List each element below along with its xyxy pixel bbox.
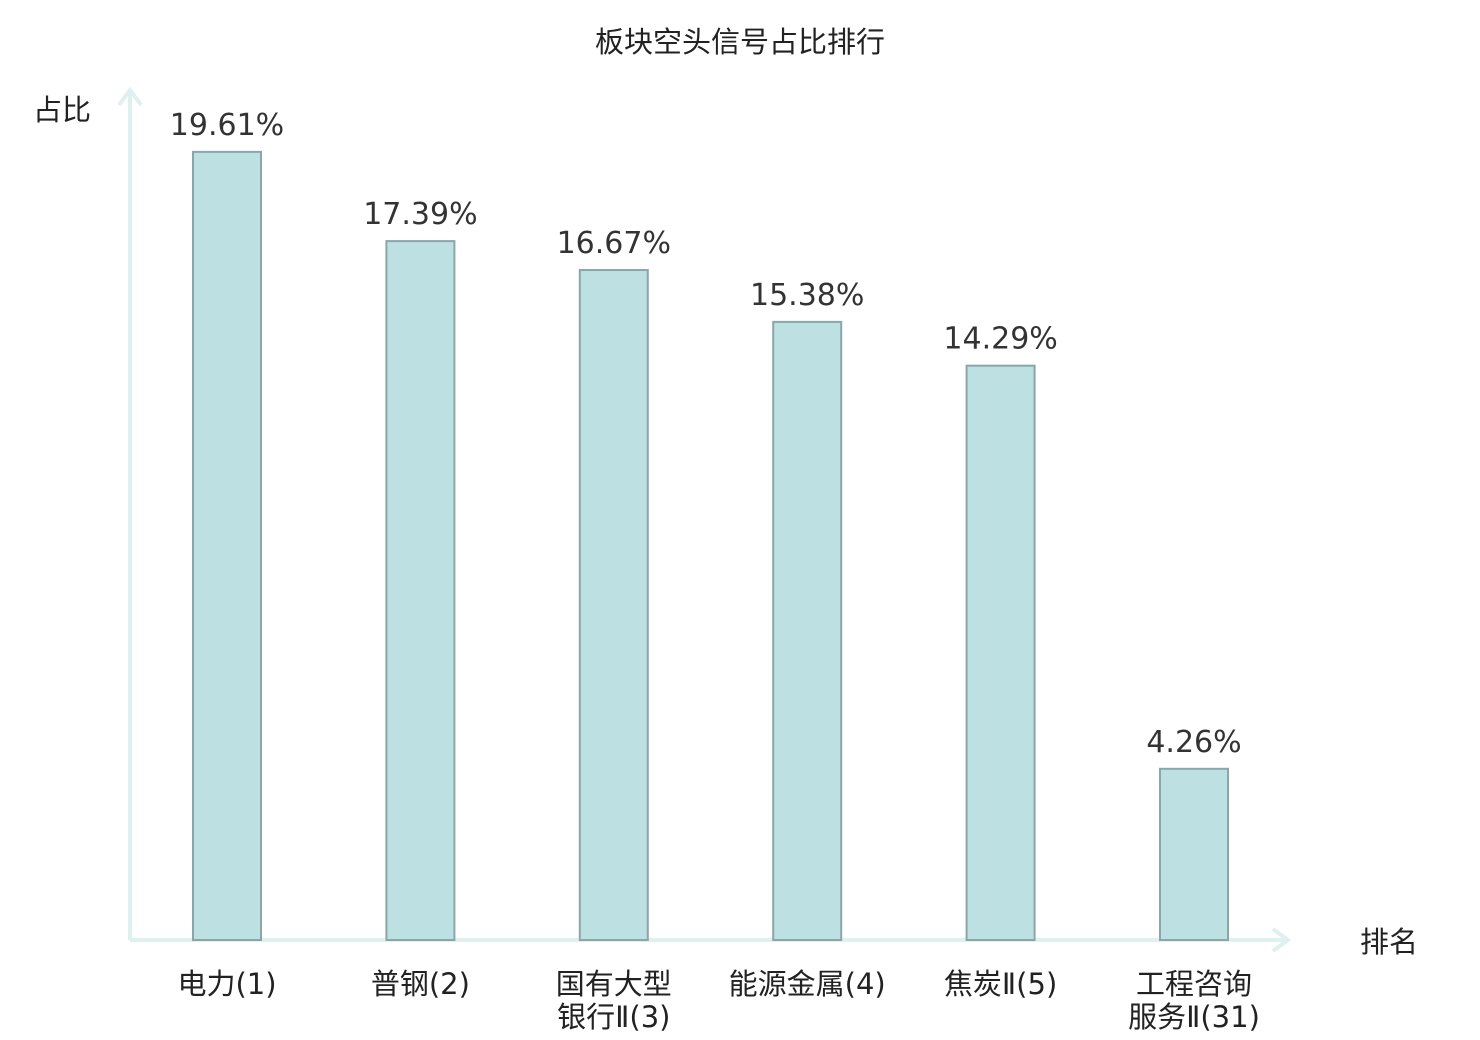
- category-label-2: 国有大型银行Ⅱ(3): [556, 967, 672, 1034]
- bar-0: [192, 150, 262, 942]
- x-axis-arrow: [1271, 927, 1292, 953]
- chart-title: 板块空头信号占比排行: [595, 25, 885, 59]
- bar-4: [965, 364, 1036, 942]
- category-label-1: 普钢(2): [371, 967, 470, 1001]
- value-label-1: 17.39%: [363, 197, 477, 232]
- bar-2: [578, 269, 649, 942]
- value-label-3: 15.38%: [750, 278, 864, 313]
- y-axis-arrow: [117, 86, 143, 107]
- category-label-3: 能源金属(4): [729, 967, 886, 1001]
- category-label-0: 电力(1): [177, 967, 276, 1001]
- category-labels-group: 电力(1) 普钢(2) 国有大型银行Ⅱ(3) 能源金属(4) 焦炭Ⅱ(5) 工程咨询服务Ⅱ…: [177, 967, 1259, 1034]
- y-axis-label: 占比: [33, 93, 91, 127]
- bar-5: [1159, 767, 1229, 941]
- bars-group: [192, 150, 1229, 942]
- value-label-0: 19.61%: [170, 108, 284, 143]
- value-label-2: 16.67%: [557, 226, 671, 261]
- value-label-5: 4.26%: [1146, 725, 1241, 760]
- category-label-4: 焦炭Ⅱ(5): [944, 967, 1057, 1001]
- axes: [117, 86, 1292, 953]
- x-axis-label: 排名: [1360, 925, 1418, 959]
- bar-3: [772, 320, 843, 942]
- bar-1: [385, 240, 456, 941]
- value-labels-group: 19.61% 17.39% 16.67% 15.38% 14.29% 4.26%: [170, 108, 1242, 760]
- category-label-5: 工程咨询服务Ⅱ(31): [1128, 967, 1260, 1034]
- value-label-4: 14.29%: [943, 322, 1057, 357]
